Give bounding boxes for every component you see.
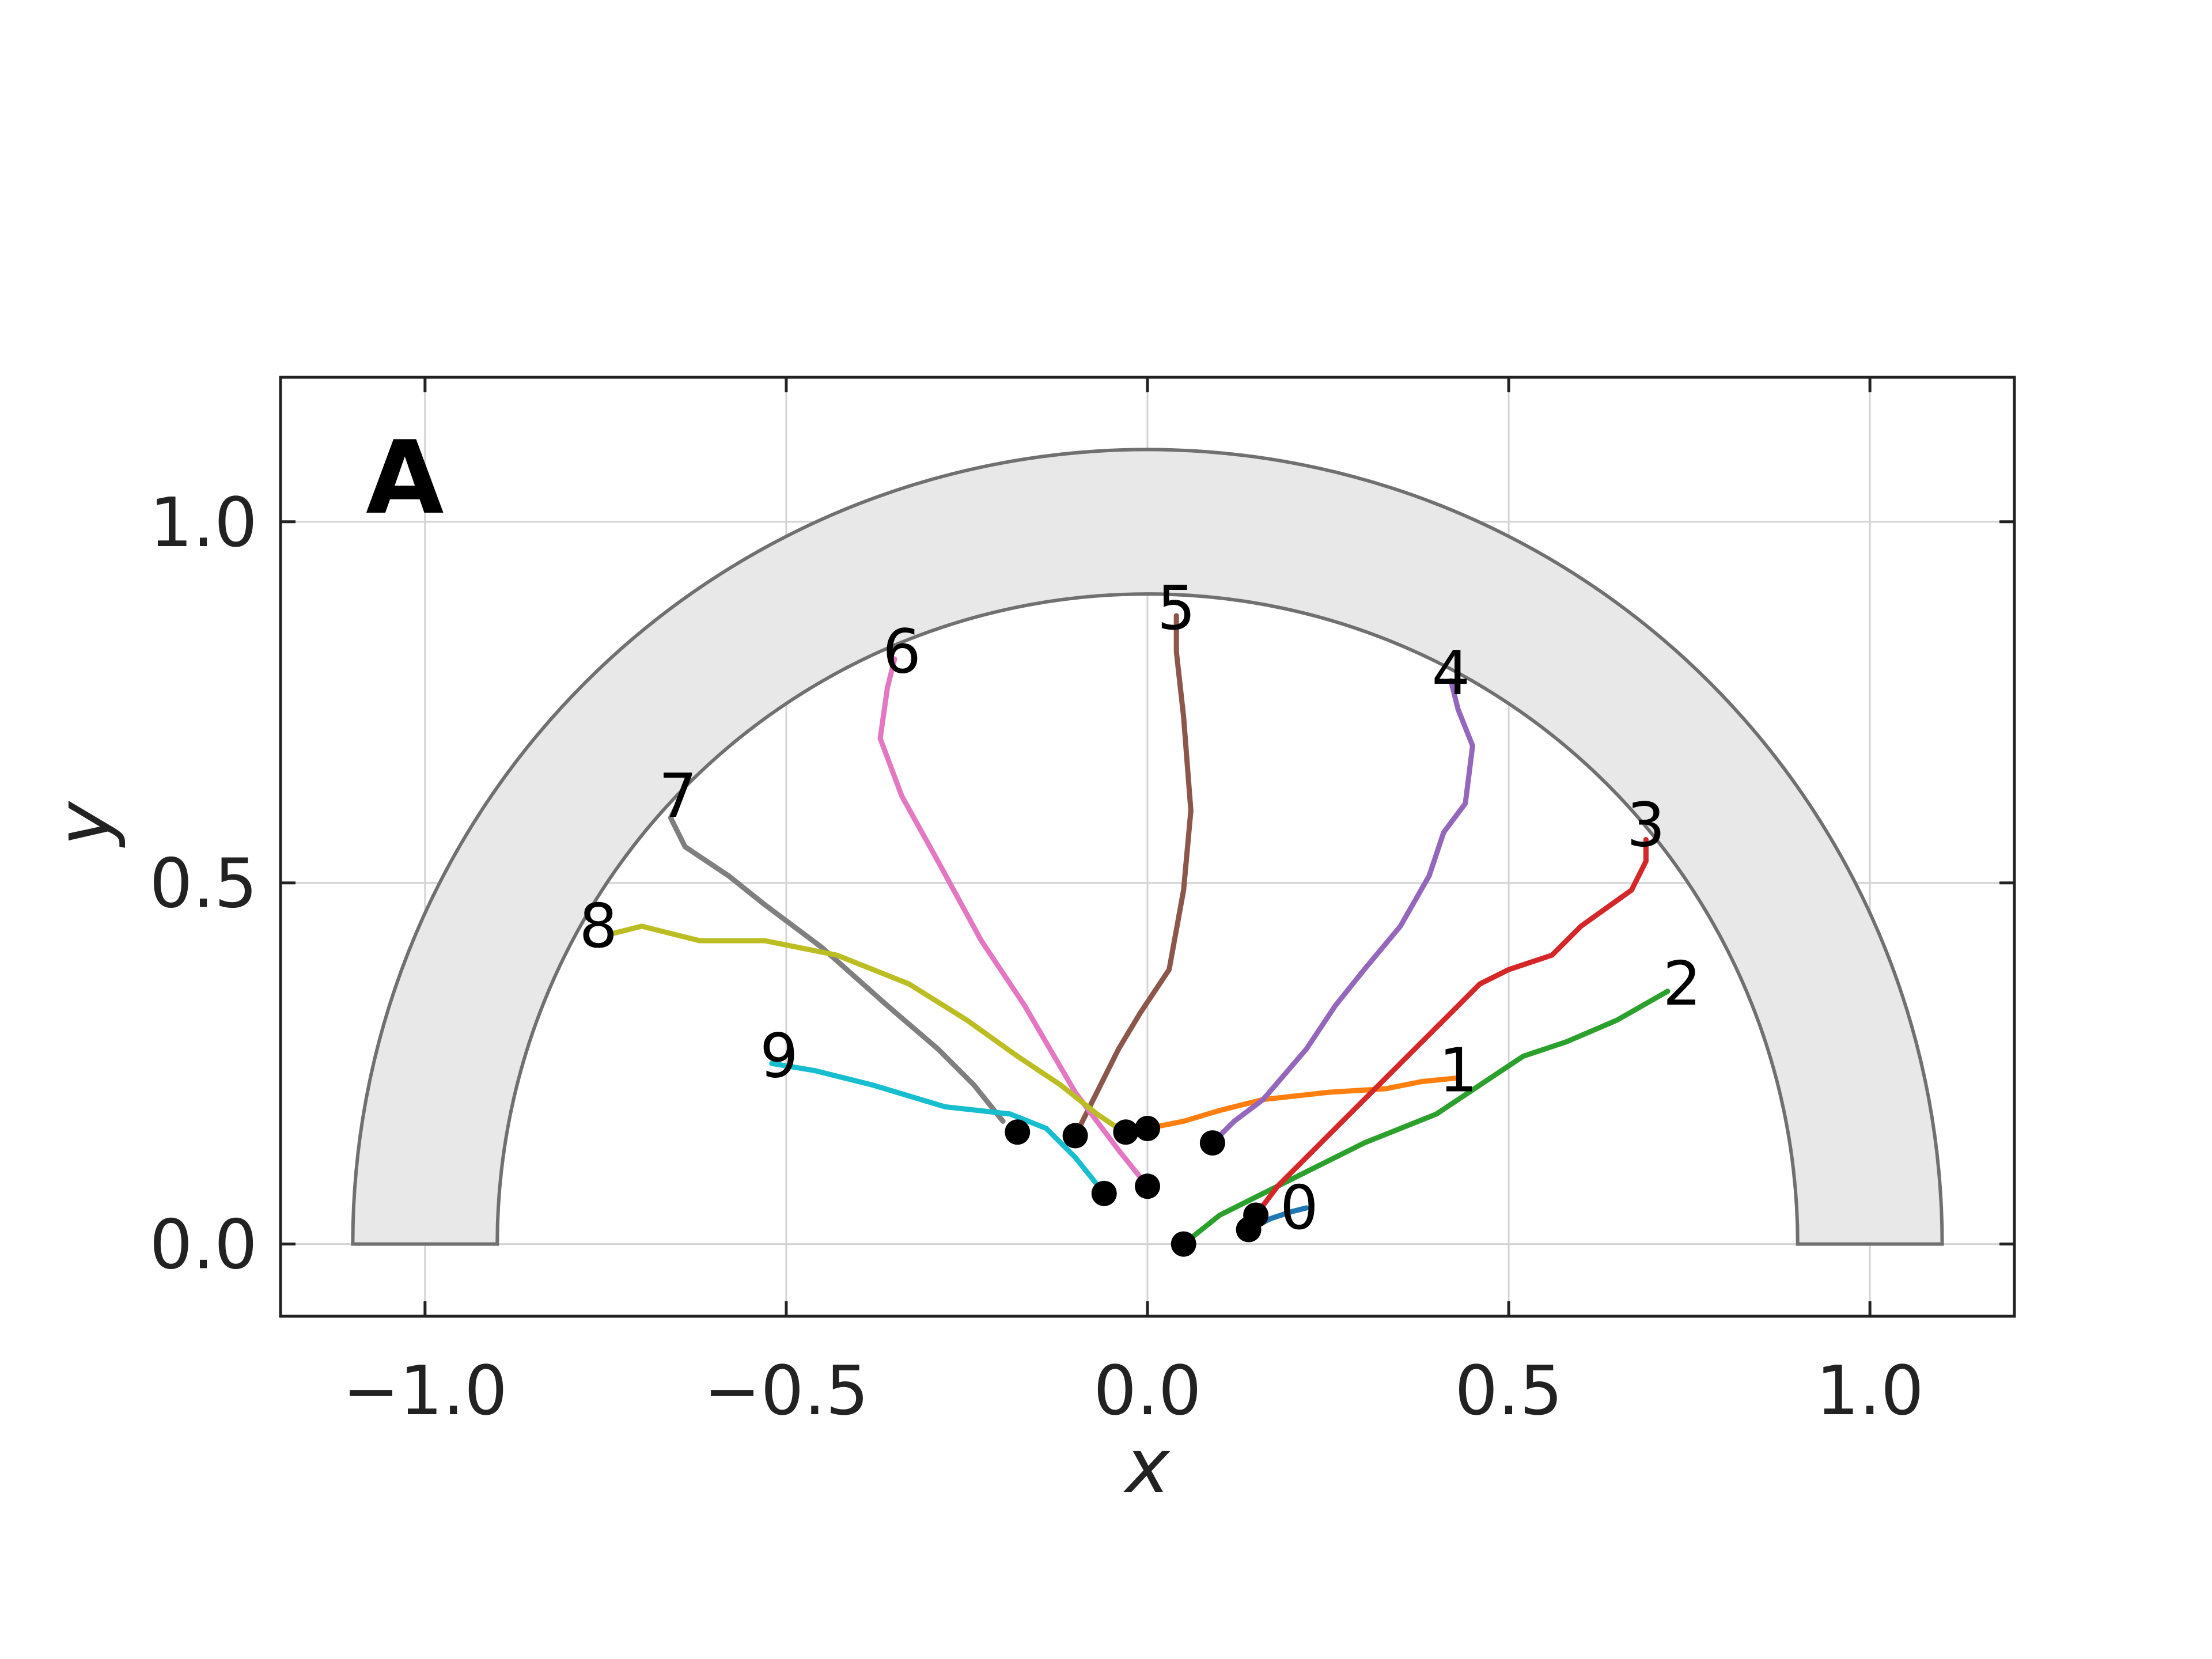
x-tick-label: −0.5 [704,1351,869,1430]
trajectory-6 [877,656,1150,1189]
y-tick-label: 1.0 [149,483,257,562]
y-axis-title: y [40,800,127,848]
trajectory-label-3: 3 [1627,790,1665,860]
trajectory-labels: 0 1 2 3 4 5 6 78 9 [579,573,1701,1243]
trajectory-label-9: 9 [760,1021,798,1092]
start-point [1135,1173,1160,1199]
trajectory-1 [1145,1075,1461,1131]
trajectory-9 [769,1060,1107,1196]
x-tick-label: 1.0 [1816,1351,1924,1430]
trajectory-label-6: 6 [882,616,921,687]
trajectory-label-4: 4 [1431,638,1470,709]
panel-label: A [366,420,444,537]
trajectory-label-0: 0 [1280,1173,1319,1243]
x-tick-label: 0.5 [1455,1351,1563,1430]
trajectories [610,613,1671,1247]
start-point [1243,1202,1269,1228]
start-point [1135,1116,1160,1141]
trajectory-3 [1253,837,1649,1218]
start-point [1005,1119,1031,1145]
annulus-band [351,448,1944,1246]
trajectory-7 [668,801,1006,1124]
trajectory-5 [1073,613,1194,1138]
trajectory-label-7: 7 [658,761,697,831]
trajectory-label-1: 1 [1439,1036,1478,1106]
x-axis-title: x [1123,1422,1171,1510]
start-point [1062,1123,1088,1149]
y-tick-label: 0.0 [149,1205,257,1285]
x-tick-label: −1.0 [343,1351,508,1430]
start-point [1171,1231,1196,1257]
y-tick-label: 0.5 [149,844,257,923]
axis-ticks: −1.0 −0.5 0.0 0.5 1.0 0.0 0.5 1.0 [149,377,2014,1430]
start-point [1199,1130,1225,1156]
start-point [1113,1119,1139,1145]
start-points [1005,1116,1269,1257]
start-point [1091,1180,1117,1206]
annulus-region [351,448,1944,1246]
trajectory-8 [610,923,1122,1131]
trajectory-2 [1181,988,1671,1247]
x-tick-label: 0.0 [1093,1351,1202,1430]
trajectory-label-8: 8 [579,891,618,961]
trajectory-4 [1210,678,1475,1146]
trajectory-label-5: 5 [1157,573,1196,643]
trajectory-label-2: 2 [1663,949,1702,1019]
